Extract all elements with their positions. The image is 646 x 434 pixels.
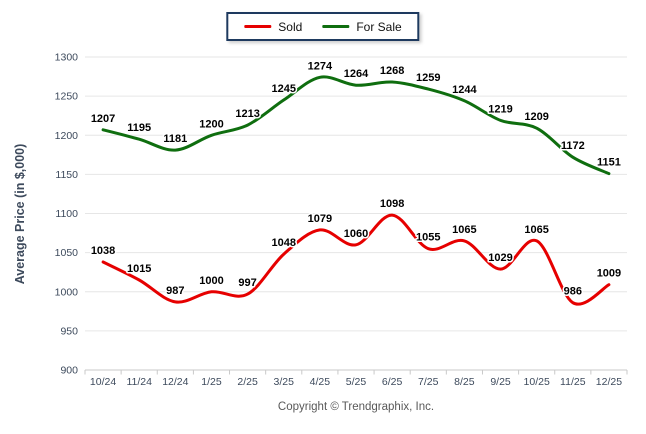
data-label: 1000 bbox=[199, 275, 223, 287]
data-label: 1038 bbox=[91, 245, 115, 257]
y-tick-label: 1200 bbox=[55, 130, 79, 142]
data-label: 1048 bbox=[271, 237, 295, 249]
data-label: 1060 bbox=[344, 228, 368, 240]
data-label: 1200 bbox=[199, 118, 223, 130]
data-label: 997 bbox=[238, 277, 256, 289]
x-tick-label: 2/25 bbox=[237, 376, 258, 388]
data-label: 1029 bbox=[488, 252, 512, 264]
x-tick-label: 8/25 bbox=[454, 376, 475, 388]
sold-line-swatch bbox=[244, 25, 272, 28]
data-label: 987 bbox=[166, 285, 184, 297]
y-axis-title: Average Price (in $,000) bbox=[13, 144, 27, 285]
x-tick-label: 10/24 bbox=[90, 376, 116, 388]
data-label: 1219 bbox=[488, 103, 512, 115]
y-axis-tick-labels: 900 950 1000 1050 1100 1150 1200 1250 1300 bbox=[55, 52, 79, 377]
x-tick-label: 7/25 bbox=[418, 376, 439, 388]
series-line-for-sale bbox=[101, 75, 611, 176]
x-tick-label: 12/25 bbox=[596, 376, 622, 388]
y-tick-label: 1250 bbox=[55, 91, 79, 103]
y-tick-label: 900 bbox=[60, 365, 78, 377]
data-label: 1245 bbox=[271, 83, 295, 95]
copyright-text: Copyright © Trendgraphix, Inc. bbox=[277, 401, 435, 413]
data-label: 1151 bbox=[597, 157, 621, 169]
data-label: 1259 bbox=[416, 72, 440, 84]
for-sale-line-swatch bbox=[322, 25, 350, 28]
data-label: 1274 bbox=[308, 60, 333, 72]
x-tick-label: 10/25 bbox=[524, 376, 550, 388]
x-tick-label: 4/25 bbox=[310, 376, 331, 388]
legend: Sold For Sale bbox=[226, 12, 420, 41]
legend-item-sold: Sold bbox=[244, 21, 302, 33]
x-axis bbox=[84, 369, 628, 375]
x-tick-label: 1/25 bbox=[201, 376, 222, 388]
data-label: 1268 bbox=[380, 65, 404, 77]
data-label: 1207 bbox=[91, 113, 115, 125]
legend-item-for-sale: For Sale bbox=[322, 19, 402, 34]
x-tick-label: 6/25 bbox=[382, 376, 403, 388]
x-tick-label: 3/25 bbox=[274, 376, 295, 388]
gridlines bbox=[85, 56, 627, 332]
x-tick-label: 9/25 bbox=[490, 376, 511, 388]
x-tick-label: 11/25 bbox=[560, 376, 586, 388]
data-label: 1264 bbox=[344, 68, 369, 80]
y-tick-label: 1100 bbox=[55, 208, 78, 220]
data-label: 1098 bbox=[380, 198, 404, 210]
data-label: 1213 bbox=[235, 108, 259, 120]
data-label: 1055 bbox=[416, 232, 440, 244]
data-label: 1079 bbox=[308, 213, 332, 225]
data-label: 1195 bbox=[127, 122, 151, 134]
data-label: 1065 bbox=[452, 224, 476, 236]
series-line-sold bbox=[101, 213, 611, 306]
data-label: 1209 bbox=[524, 111, 548, 123]
data-label: 1065 bbox=[524, 224, 548, 236]
x-tick-label: 12/24 bbox=[162, 376, 188, 388]
y-tick-label: 1000 bbox=[55, 286, 79, 298]
y-tick-label: 1050 bbox=[55, 247, 79, 259]
x-tick-label: 11/24 bbox=[126, 376, 152, 388]
x-axis-tick-labels: 10/24 11/24 12/24 1/25 2/25 3/25 4/25 5/25 6/25 7… bbox=[90, 376, 622, 388]
y-tick-label: 1300 bbox=[55, 52, 79, 64]
data-label: 1015 bbox=[127, 263, 151, 275]
data-label: 1009 bbox=[597, 268, 621, 280]
data-labels-sold: 1038 1015 987 1000 997 1048 1079 1060 1098 1055 10… bbox=[89, 197, 622, 300]
data-label: 1172 bbox=[561, 140, 585, 152]
data-label: 1244 bbox=[452, 84, 477, 96]
y-tick-label: 1150 bbox=[55, 169, 78, 181]
data-label: 986 bbox=[564, 286, 582, 298]
legend-label-for-sale: For Sale bbox=[356, 19, 402, 34]
y-tick-label: 950 bbox=[60, 325, 78, 337]
x-tick-label: 5/25 bbox=[346, 376, 367, 388]
data-labels-for-sale: 1207 1195 1181 1200 1213 1245 1274 1264 1268 1259… bbox=[89, 59, 622, 170]
legend-label-sold: Sold bbox=[278, 19, 303, 34]
data-label: 1181 bbox=[163, 133, 187, 145]
